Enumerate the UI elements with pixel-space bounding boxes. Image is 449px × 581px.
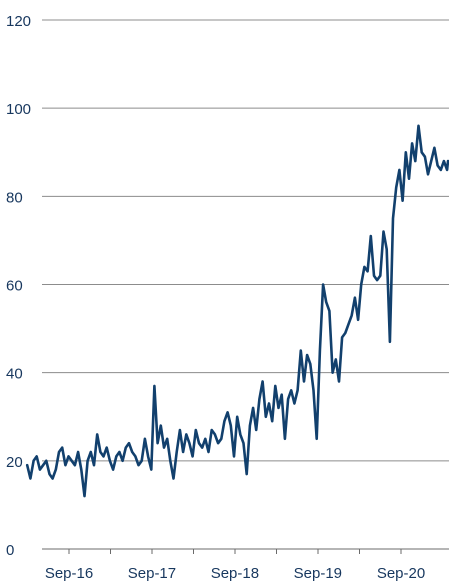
y-tick-label: 60 <box>6 278 23 295</box>
y-tick-label: 80 <box>6 189 23 206</box>
x-tick-label: Sep-17 <box>128 565 176 581</box>
y-tick-label: 20 <box>6 454 23 471</box>
y-tick-label: 0 <box>6 542 14 559</box>
y-tick-label: 100 <box>6 101 31 118</box>
y-axis-tick-labels: 0 20 40 60 80 100 120 <box>6 13 31 559</box>
y-tick-label: 120 <box>6 13 31 30</box>
gridlines <box>42 19 449 462</box>
x-tick-label: Sep-19 <box>294 565 342 581</box>
x-tick-label: Sep-18 <box>211 565 259 581</box>
x-tick-label: Sep-20 <box>377 565 425 581</box>
y-tick-label: 40 <box>6 366 23 383</box>
x-tick-label: Sep-16 <box>45 565 93 581</box>
x-axis: Sep-16 Sep-17 Sep-18 Sep-19 Sep-20 <box>42 548 449 581</box>
series-line <box>25 124 449 498</box>
